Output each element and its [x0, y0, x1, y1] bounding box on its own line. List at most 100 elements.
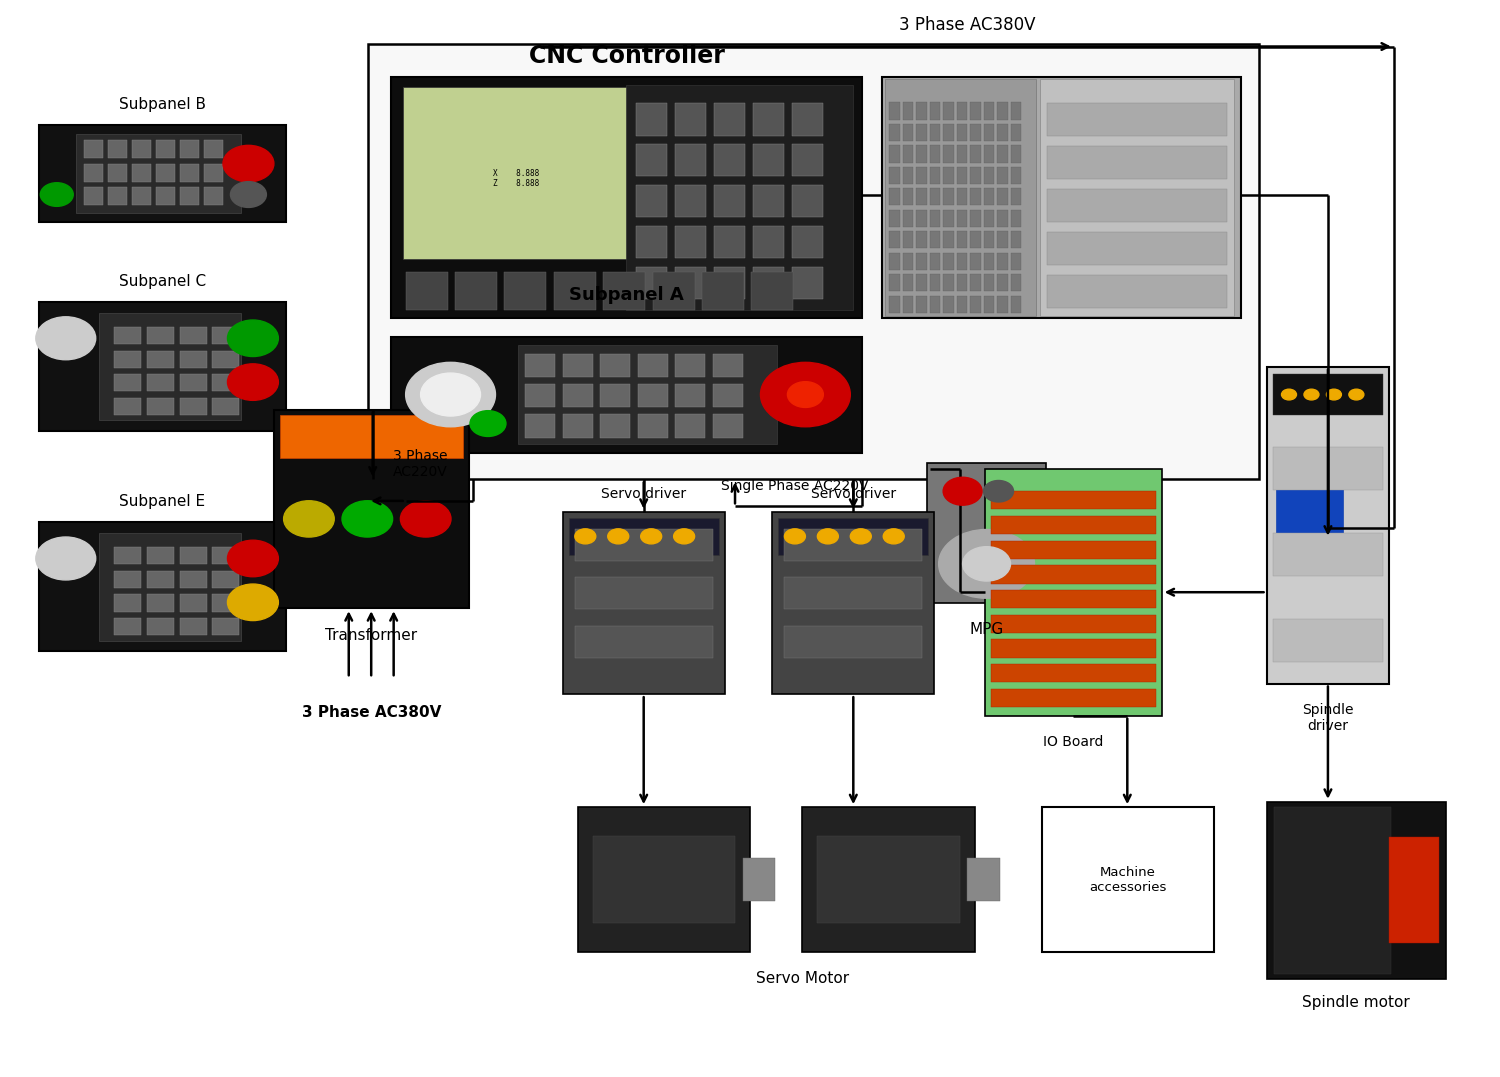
- FancyBboxPatch shape: [525, 414, 555, 437]
- Circle shape: [36, 537, 96, 581]
- Text: Machine
accessories: Machine accessories: [1089, 866, 1167, 894]
- FancyBboxPatch shape: [76, 134, 242, 213]
- FancyBboxPatch shape: [890, 167, 900, 184]
- FancyBboxPatch shape: [944, 232, 954, 249]
- FancyBboxPatch shape: [180, 350, 207, 367]
- Text: Servo driver: Servo driver: [602, 487, 687, 501]
- FancyBboxPatch shape: [675, 353, 705, 377]
- FancyBboxPatch shape: [1047, 146, 1227, 179]
- Circle shape: [818, 529, 839, 544]
- FancyBboxPatch shape: [930, 296, 940, 313]
- FancyBboxPatch shape: [390, 336, 862, 452]
- FancyBboxPatch shape: [99, 533, 242, 641]
- FancyBboxPatch shape: [638, 353, 668, 377]
- FancyBboxPatch shape: [970, 232, 981, 249]
- Circle shape: [228, 320, 279, 356]
- Circle shape: [405, 362, 495, 426]
- FancyBboxPatch shape: [454, 272, 497, 310]
- FancyBboxPatch shape: [916, 296, 927, 313]
- FancyBboxPatch shape: [944, 210, 954, 227]
- FancyBboxPatch shape: [957, 167, 968, 184]
- FancyBboxPatch shape: [998, 102, 1008, 120]
- FancyBboxPatch shape: [213, 397, 240, 415]
- Circle shape: [228, 541, 279, 577]
- Circle shape: [788, 381, 824, 407]
- Circle shape: [944, 477, 982, 505]
- FancyBboxPatch shape: [204, 187, 224, 206]
- FancyBboxPatch shape: [885, 79, 1035, 317]
- FancyBboxPatch shape: [180, 327, 207, 344]
- FancyBboxPatch shape: [970, 102, 981, 120]
- FancyBboxPatch shape: [916, 167, 927, 184]
- FancyBboxPatch shape: [930, 232, 940, 249]
- Circle shape: [1304, 389, 1318, 400]
- FancyBboxPatch shape: [916, 145, 927, 163]
- Circle shape: [574, 529, 596, 544]
- FancyBboxPatch shape: [712, 353, 742, 377]
- FancyBboxPatch shape: [784, 577, 922, 610]
- FancyBboxPatch shape: [930, 275, 940, 292]
- FancyBboxPatch shape: [916, 188, 927, 206]
- FancyBboxPatch shape: [984, 210, 994, 227]
- FancyBboxPatch shape: [675, 185, 706, 218]
- FancyBboxPatch shape: [114, 547, 141, 564]
- FancyBboxPatch shape: [903, 210, 914, 227]
- Text: X    8.888
Z    8.888: X 8.888 Z 8.888: [492, 169, 538, 188]
- Circle shape: [420, 373, 480, 416]
- FancyBboxPatch shape: [890, 232, 900, 249]
- FancyBboxPatch shape: [890, 275, 900, 292]
- FancyBboxPatch shape: [784, 626, 922, 658]
- FancyBboxPatch shape: [180, 397, 207, 415]
- Text: Subpanel E: Subpanel E: [120, 494, 206, 509]
- FancyBboxPatch shape: [574, 577, 712, 610]
- FancyBboxPatch shape: [944, 275, 954, 292]
- FancyBboxPatch shape: [568, 518, 718, 555]
- Text: Subpanel C: Subpanel C: [118, 275, 206, 290]
- FancyBboxPatch shape: [903, 188, 914, 206]
- FancyBboxPatch shape: [147, 350, 174, 367]
- Circle shape: [640, 529, 662, 544]
- FancyBboxPatch shape: [562, 414, 592, 437]
- FancyBboxPatch shape: [554, 272, 596, 310]
- FancyBboxPatch shape: [204, 140, 224, 158]
- FancyBboxPatch shape: [890, 145, 900, 163]
- FancyBboxPatch shape: [108, 187, 128, 206]
- FancyBboxPatch shape: [970, 124, 981, 141]
- Circle shape: [342, 501, 393, 537]
- Circle shape: [784, 529, 806, 544]
- FancyBboxPatch shape: [652, 272, 694, 310]
- FancyBboxPatch shape: [1011, 232, 1022, 249]
- FancyBboxPatch shape: [84, 187, 104, 206]
- Circle shape: [231, 182, 267, 208]
- Circle shape: [884, 529, 904, 544]
- FancyBboxPatch shape: [280, 415, 462, 458]
- FancyBboxPatch shape: [970, 167, 981, 184]
- FancyBboxPatch shape: [702, 272, 744, 310]
- FancyBboxPatch shape: [638, 383, 668, 407]
- FancyBboxPatch shape: [636, 103, 668, 136]
- FancyBboxPatch shape: [108, 164, 128, 182]
- FancyBboxPatch shape: [930, 124, 940, 141]
- Text: 3 Phase AC380V: 3 Phase AC380V: [302, 705, 441, 721]
- FancyBboxPatch shape: [992, 516, 1155, 534]
- FancyBboxPatch shape: [114, 374, 141, 391]
- FancyBboxPatch shape: [675, 414, 705, 437]
- FancyBboxPatch shape: [984, 102, 994, 120]
- FancyBboxPatch shape: [114, 571, 141, 588]
- FancyBboxPatch shape: [180, 187, 200, 206]
- Circle shape: [608, 529, 628, 544]
- Circle shape: [228, 584, 279, 620]
- FancyBboxPatch shape: [180, 164, 200, 182]
- FancyBboxPatch shape: [213, 374, 240, 391]
- FancyBboxPatch shape: [147, 397, 174, 415]
- FancyBboxPatch shape: [636, 185, 668, 218]
- FancyBboxPatch shape: [930, 145, 940, 163]
- FancyBboxPatch shape: [944, 188, 954, 206]
- FancyBboxPatch shape: [402, 87, 628, 260]
- FancyBboxPatch shape: [603, 272, 645, 310]
- FancyBboxPatch shape: [890, 102, 900, 120]
- FancyBboxPatch shape: [957, 296, 968, 313]
- Circle shape: [984, 480, 1014, 502]
- FancyBboxPatch shape: [992, 565, 1155, 584]
- FancyBboxPatch shape: [930, 253, 940, 270]
